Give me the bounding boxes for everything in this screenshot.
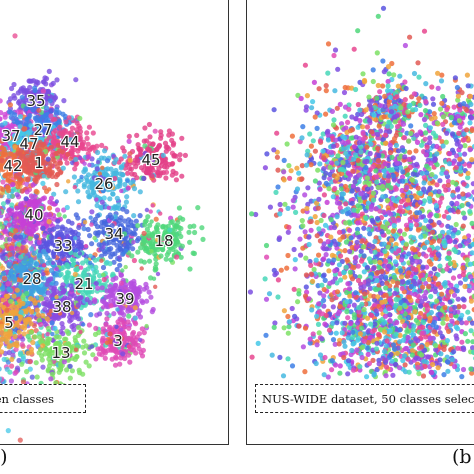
- caption-a: seen classes: [0, 384, 86, 413]
- cluster-label-13: 13: [51, 344, 70, 362]
- cluster-label-47: 47: [19, 135, 38, 153]
- cluster-3: [86, 315, 147, 368]
- cluster-label-40: 40: [24, 206, 43, 224]
- scatter-mixed-points: [247, 5, 474, 380]
- cluster-label-26: 26: [94, 175, 113, 193]
- caption-b: NUS-WIDE dataset, 50 classes selected: [255, 384, 474, 413]
- cluster-label-3: 3: [113, 332, 123, 350]
- cluster-45: [111, 121, 188, 191]
- panel-label-a: l): [0, 446, 8, 468]
- cluster-label-28: 28: [22, 270, 41, 288]
- cluster-26: [51, 148, 151, 219]
- panel-label-b: (b: [452, 446, 472, 468]
- cluster-39: [92, 270, 156, 331]
- scatter-plot-b: [247, 5, 474, 380]
- cluster-18: [121, 202, 206, 281]
- cluster-label-34: 34: [104, 225, 123, 243]
- cluster-5: [0, 282, 50, 362]
- cluster-label-21: 21: [74, 275, 93, 293]
- cluster-label-39: 39: [115, 290, 134, 308]
- cluster-label-38: 38: [52, 298, 71, 316]
- cluster-label-1: 1: [34, 154, 44, 172]
- cluster-label-42: 42: [3, 157, 22, 175]
- cluster-label-37: 37: [1, 127, 20, 145]
- cluster-label-5: 5: [4, 314, 14, 332]
- panel-b-nus-wide: NUS-WIDE dataset, 50 classes selected: [246, 0, 474, 445]
- cluster-label-18: 18: [154, 232, 173, 250]
- cluster-label-33: 33: [53, 237, 72, 255]
- cluster-label-27: 27: [33, 121, 52, 139]
- cluster-label-45: 45: [141, 151, 160, 169]
- cluster-1: [5, 126, 71, 192]
- cluster-label-44: 44: [60, 133, 79, 151]
- cluster-label-35: 35: [26, 92, 45, 110]
